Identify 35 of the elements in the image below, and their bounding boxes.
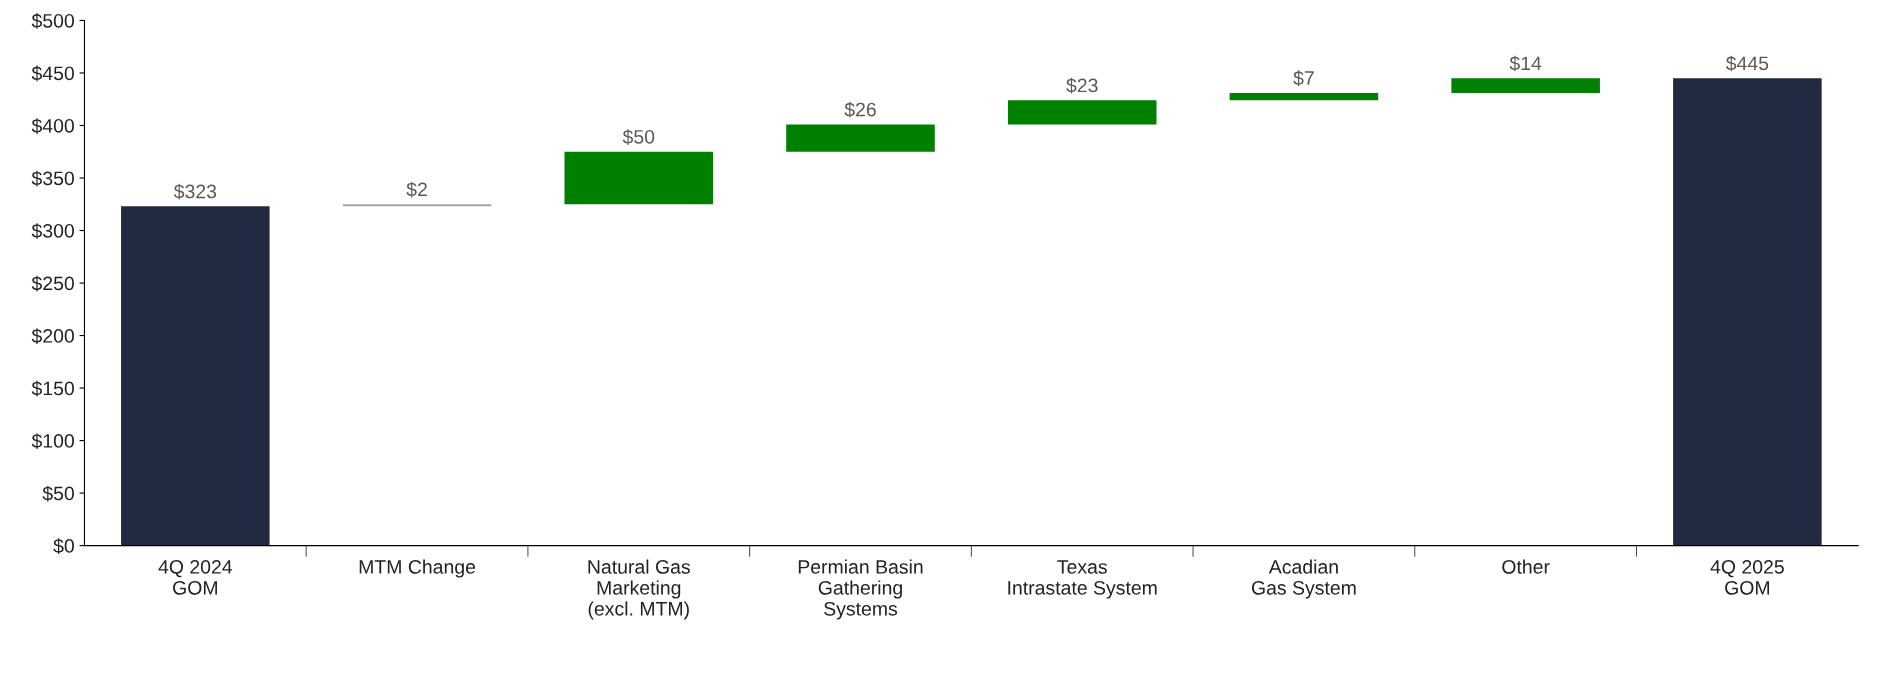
x-tick-label: Acadian Gas System bbox=[1251, 559, 1356, 599]
x-tick-label: MTM Change bbox=[359, 559, 476, 578]
bar bbox=[1229, 92, 1379, 101]
x-tick-label: 4Q 2025 GOM bbox=[1710, 560, 1784, 595]
y-tick-label: $50 bbox=[42, 485, 74, 502]
y-tick-label: $350 bbox=[31, 170, 74, 187]
data-label: $23 bbox=[1066, 77, 1098, 94]
y-tick-label: $500 bbox=[31, 13, 74, 29]
y-tick-label: $100 bbox=[31, 433, 74, 449]
y-tick-label: $200 bbox=[31, 328, 74, 344]
bar bbox=[342, 204, 492, 207]
y-tick-label: $150 bbox=[31, 380, 74, 397]
bar bbox=[121, 206, 270, 546]
data-label: $7 bbox=[1293, 70, 1314, 87]
bar bbox=[1007, 100, 1157, 125]
x-tick-label: 4Q 2024 GOM bbox=[158, 560, 233, 595]
bar bbox=[786, 124, 935, 152]
bar bbox=[1451, 78, 1600, 93]
data-label: $26 bbox=[844, 101, 876, 118]
data-label: $445 bbox=[1725, 55, 1769, 72]
x-tick-label: Texas Intrastate System bbox=[1008, 560, 1157, 599]
data-label: $50 bbox=[622, 129, 655, 145]
data-label: $323 bbox=[173, 183, 217, 200]
y-tick-label: $400 bbox=[31, 118, 74, 134]
y-tick-label: $300 bbox=[31, 223, 74, 239]
y-tick-label: $0 bbox=[53, 538, 74, 554]
bar bbox=[564, 151, 714, 205]
x-tick-label: Other bbox=[1502, 559, 1550, 574]
data-label: $14 bbox=[1509, 55, 1542, 72]
x-tick-label: Natural Gas Marketing (excl. MTM) bbox=[588, 559, 690, 620]
y-tick-label: $250 bbox=[31, 275, 74, 292]
data-label: $2 bbox=[406, 181, 427, 198]
y-tick-label: $450 bbox=[31, 65, 74, 82]
x-tick-label: Permian Basin Gathering Systems bbox=[798, 559, 923, 620]
bar bbox=[1673, 78, 1822, 546]
